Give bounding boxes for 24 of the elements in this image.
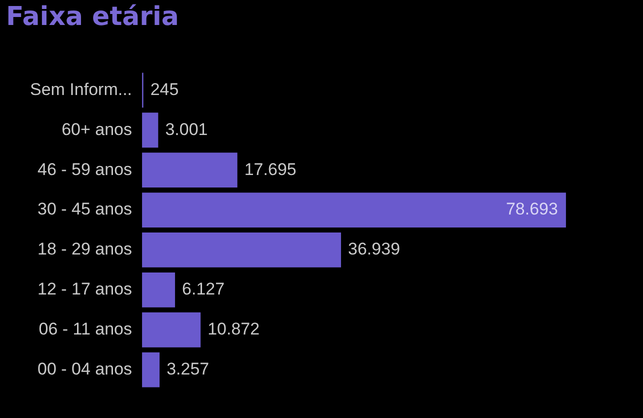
chart-title: Faixa etária	[6, 2, 179, 32]
y-tick-label: 12 - 17 anos	[38, 280, 132, 299]
data-label: 3.257	[166, 360, 210, 379]
y-tick-label: 06 - 11 anos	[38, 320, 132, 339]
data-label: 78.693	[506, 200, 558, 219]
data-label: 10.872	[208, 320, 260, 339]
data-label: 36.939	[348, 240, 400, 259]
y-tick-label: 60+ anos	[62, 120, 132, 139]
y-tick-label: 30 - 45 anos	[38, 200, 132, 219]
y-tick-label: Sem Inform...	[30, 80, 132, 99]
bar	[142, 152, 238, 188]
y-tick-label: 46 - 59 anos	[38, 160, 132, 179]
bar	[142, 192, 566, 228]
y-tick-label: 18 - 29 anos	[38, 240, 132, 259]
data-label: 245	[150, 80, 179, 99]
data-label: 6.127	[182, 280, 225, 299]
bar	[142, 112, 158, 148]
data-label: 3.001	[165, 120, 208, 139]
bar	[142, 312, 201, 348]
bar	[142, 232, 342, 268]
bar	[142, 352, 160, 388]
y-tick-label: 00 - 04 anos	[38, 360, 132, 379]
data-label: 17.695	[244, 160, 296, 179]
bar	[142, 272, 176, 308]
